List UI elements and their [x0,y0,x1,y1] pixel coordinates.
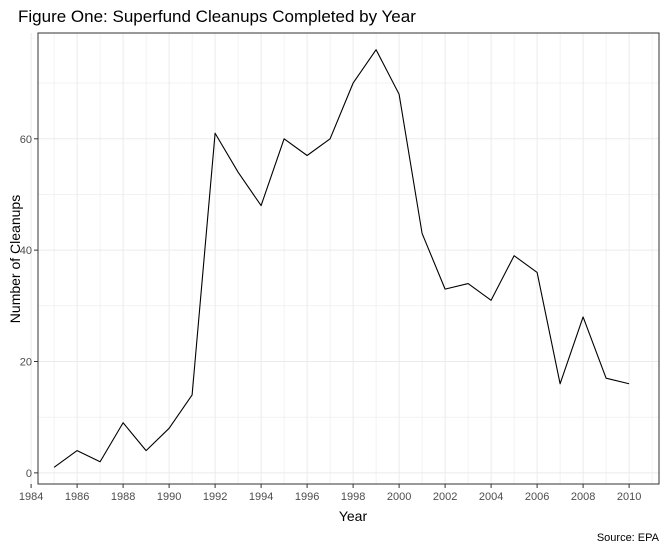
y-tick-label: 20 [20,357,32,369]
chart-title: Figure One: Superfund Cleanups Completed… [18,7,416,26]
x-tick-label: 2006 [525,491,549,503]
x-tick-label: 2002 [433,491,457,503]
x-tick-label: 1990 [157,491,181,503]
x-tick-label: 1996 [295,491,319,503]
y-tick-label: 60 [20,134,32,146]
panel-border [37,32,660,485]
series-layer [53,49,630,468]
x-tick-label: 2008 [571,491,595,503]
x-tick-label: 1998 [341,491,365,503]
x-tick-label: 1988 [111,491,135,503]
x-tick-label: 2000 [387,491,411,503]
y-tick-label: 0 [26,468,32,480]
x-axis: 1984 1986 1988 1990 1992 1994 1996 1998 2000 2002… [19,484,641,503]
x-tick-label: 2010 [617,491,641,503]
series-line [53,49,630,468]
grid [30,33,659,484]
x-tick-label: 1986 [65,491,89,503]
x-tick-label: 1992 [203,491,227,503]
y-tick-label: 40 [20,245,32,257]
y-axis-title: Number of Cleanups [7,195,23,323]
x-axis-title: Year [339,508,368,524]
x-tick-label: 2004 [479,491,503,503]
source-caption: Source: EPA [597,532,660,544]
x-tick-label: 1984 [19,491,43,503]
x-tick-label: 1994 [249,491,273,503]
y-axis: 0 20 40 60 [20,134,38,480]
